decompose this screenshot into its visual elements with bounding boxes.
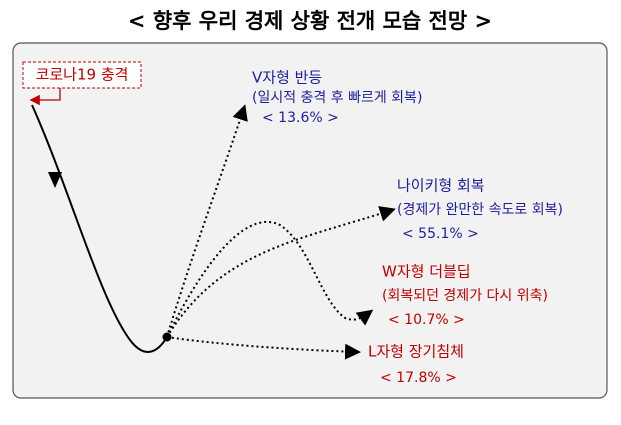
decline-curve [31, 104, 168, 353]
scenario-share: < 55.1% > [402, 226, 479, 242]
start-box [22, 61, 142, 89]
scenario-description: (일시적 충격 후 빠르게 회복) [252, 90, 422, 106]
scenario-share: < 17.8% > [380, 370, 457, 386]
scenario-description: (경제가 완만한 속도로 회복) [397, 202, 563, 218]
curve-arrowhead [48, 172, 62, 188]
scenario-name: 나이키형 회복 [397, 177, 485, 195]
v-path [166, 104, 248, 338]
w-path [166, 220, 374, 338]
start-arrow [29, 88, 61, 106]
scenario-name: V자형 반등 [252, 69, 322, 87]
scenario-name: L자형 장기침체 [368, 343, 464, 361]
l-path [166, 336, 361, 360]
nike-path [166, 206, 396, 338]
title: < 향후 우리 경제 상황 전개 모습 전망 > [128, 9, 492, 33]
scenario-share: < 13.6% > [262, 110, 339, 126]
scenario-description: (회복되던 경제가 다시 위축) [382, 288, 548, 304]
paths [166, 104, 396, 360]
start-label: 코로나19 충격 [36, 66, 129, 84]
scenario-name: W자형 더블딥 [382, 263, 471, 281]
scenario-share: < 10.7% > [388, 312, 465, 328]
panel [12, 42, 608, 399]
